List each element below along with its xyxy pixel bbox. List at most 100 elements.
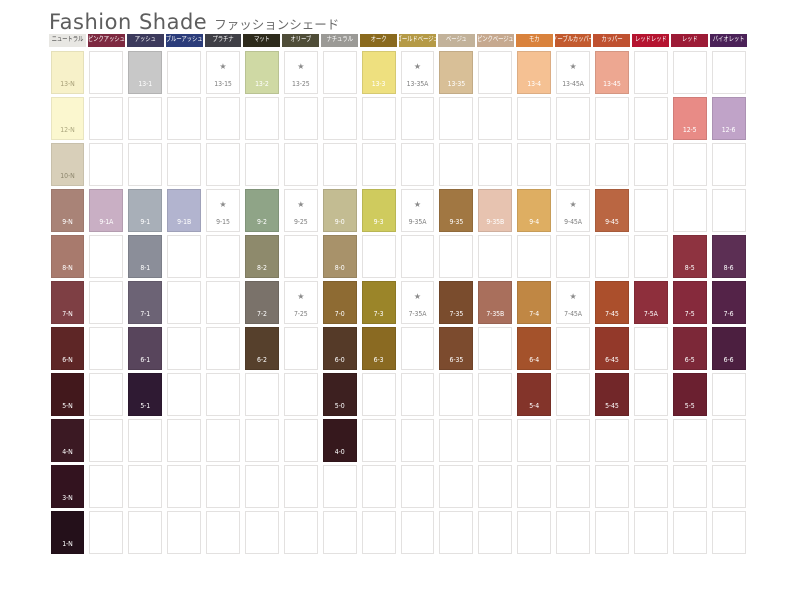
shade-swatch-6-35[interactable]: 6-35 (439, 326, 474, 370)
shade-swatch-13-4[interactable]: 13-4 (517, 50, 552, 94)
shade-swatch-9-0[interactable]: 9-0 (322, 188, 357, 232)
shade-swatch-7-0[interactable]: 7-0 (322, 280, 357, 324)
shade-swatch-7-5A[interactable]: 7-5A (633, 280, 668, 324)
shade-cell-empty (167, 234, 202, 278)
shade-cell-empty (439, 234, 474, 278)
shade-swatch-8-0[interactable]: 8-0 (322, 234, 357, 278)
shade-cell-empty (167, 50, 202, 94)
shade-swatch-4-N[interactable]: 4-N (50, 418, 85, 462)
shade-swatch-8-2[interactable]: 8-2 (244, 234, 279, 278)
shade-swatch-13-45A[interactable]: ★ 13-45A (556, 50, 590, 94)
shade-code-label: 9-1B (177, 218, 192, 227)
shade-swatch-9-15[interactable]: ★ 9-15 (206, 188, 240, 232)
shade-cell-empty (128, 142, 163, 186)
shade-swatch-7-45A[interactable]: ★ 7-45A (556, 280, 590, 324)
shade-swatch-5-45[interactable]: 5-45 (594, 372, 629, 416)
shade-swatch-7-25[interactable]: ★ 7-25 (283, 280, 318, 324)
shade-swatch-12-N[interactable]: 12-N (50, 96, 85, 140)
shade-swatch-6-2[interactable]: 6-2 (244, 326, 279, 370)
shade-swatch-6-1[interactable]: 6-1 (128, 326, 163, 370)
shade-swatch-7-45[interactable]: 7-45 (594, 280, 629, 324)
shade-code-label: 7-3 (373, 310, 384, 319)
shade-swatch-7-1[interactable]: 7-1 (128, 280, 163, 324)
shade-swatch-9-1B[interactable]: 9-1B (167, 188, 202, 232)
shade-swatch-8-5[interactable]: 8-5 (672, 234, 707, 278)
shade-swatch-13-3[interactable]: 13-3 (361, 50, 396, 94)
column-header-label: ニュートラル (51, 35, 84, 44)
shade-swatch-12-6[interactable]: 12-6 (711, 96, 746, 140)
shade-swatch-7-2[interactable]: 7-2 (244, 280, 279, 324)
shade-swatch-13-45[interactable]: 13-45 (594, 50, 629, 94)
shade-swatch-8-1[interactable]: 8-1 (128, 234, 163, 278)
shade-swatch-7-35A[interactable]: ★ 7-35A (400, 280, 435, 324)
shade-swatch-13-35A[interactable]: ★ 13-35A (400, 50, 435, 94)
column-header-15: レッドレッド (632, 34, 670, 47)
shade-swatch-7-3[interactable]: 7-3 (361, 280, 396, 324)
shade-cell-empty (206, 326, 240, 370)
shade-swatch-6-5[interactable]: 6-5 (672, 326, 707, 370)
shade-code-label: 6-6 (723, 356, 734, 365)
shade-swatch-9-45A[interactable]: ★ 9-45A (556, 188, 590, 232)
shade-swatch-9-3[interactable]: 9-3 (361, 188, 396, 232)
shade-swatch-8-6[interactable]: 8-6 (711, 234, 746, 278)
shade-code-label: 7-6 (723, 310, 734, 319)
shade-cell-empty (633, 234, 668, 278)
shade-swatch-3-N[interactable]: 3-N (50, 464, 85, 508)
shade-swatch-9-25[interactable]: ★ 9-25 (283, 188, 318, 232)
shade-cell-empty (633, 372, 668, 416)
column-header-label: モカ (528, 35, 540, 44)
shade-cell-empty (283, 96, 318, 140)
shade-swatch-6-4[interactable]: 6-4 (517, 326, 552, 370)
shade-swatch-13-N[interactable]: 13-N (50, 50, 85, 94)
shade-swatch-9-1[interactable]: 9-1 (128, 188, 163, 232)
shade-swatch-5-N[interactable]: 5-N (50, 372, 85, 416)
shade-swatch-6-45[interactable]: 6-45 (594, 326, 629, 370)
shade-swatch-9-35B[interactable]: 9-35B (478, 188, 513, 232)
shade-cell-empty (556, 372, 590, 416)
column-header-label: バイオレット (712, 35, 745, 44)
shade-swatch-7-4[interactable]: 7-4 (517, 280, 552, 324)
shade-cell-empty (594, 464, 629, 508)
shade-swatch-6-6[interactable]: 6-6 (711, 326, 746, 370)
shade-swatch-8-N[interactable]: 8-N (50, 234, 85, 278)
shade-swatch-10-N[interactable]: 10-N (50, 142, 85, 186)
shade-swatch-7-6[interactable]: 7-6 (711, 280, 746, 324)
shade-swatch-9-35A[interactable]: ★ 9-35A (400, 188, 435, 232)
shade-swatch-6-0[interactable]: 6-0 (322, 326, 357, 370)
shade-cell-empty (594, 418, 629, 462)
shade-swatch-7-N[interactable]: 7-N (50, 280, 85, 324)
shade-swatch-7-35[interactable]: 7-35 (439, 280, 474, 324)
shade-swatch-9-35[interactable]: 9-35 (439, 188, 474, 232)
shade-cell-empty (89, 326, 124, 370)
shade-swatch-9-45[interactable]: 9-45 (594, 188, 629, 232)
shade-swatch-7-35B[interactable]: 7-35B (478, 280, 513, 324)
shade-swatch-9-4[interactable]: 9-4 (517, 188, 552, 232)
shade-swatch-13-35[interactable]: 13-35 (439, 50, 474, 94)
shade-swatch-5-4[interactable]: 5-4 (517, 372, 552, 416)
shade-swatch-5-1[interactable]: 5-1 (128, 372, 163, 416)
shade-cell-empty (400, 234, 435, 278)
column-header-label: カッパー (601, 35, 623, 44)
shade-cell-empty (283, 372, 318, 416)
shade-swatch-5-5[interactable]: 5-5 (672, 372, 707, 416)
shade-swatch-12-5[interactable]: 12-5 (672, 96, 707, 140)
shade-swatch-13-15[interactable]: ★ 13-15 (206, 50, 240, 94)
shade-code-label: 6-35 (449, 356, 464, 365)
shade-swatch-7-5[interactable]: 7-5 (672, 280, 707, 324)
shade-swatch-13-25[interactable]: ★ 13-25 (283, 50, 318, 94)
shade-cell-empty (361, 418, 396, 462)
shade-swatch-5-0[interactable]: 5-0 (322, 372, 357, 416)
shade-cell-empty (594, 96, 629, 140)
shade-swatch-6-3[interactable]: 6-3 (361, 326, 396, 370)
shade-swatch-13-1[interactable]: 13-1 (128, 50, 163, 94)
shade-swatch-13-2[interactable]: 13-2 (244, 50, 279, 94)
shade-swatch-9-N[interactable]: 9-N (50, 188, 85, 232)
shade-swatch-1-N[interactable]: 1-N (50, 510, 85, 554)
star-icon: ★ (219, 199, 227, 209)
shade-swatch-9-1A[interactable]: 9-1A (89, 188, 124, 232)
shade-code-label: 7-25 (293, 310, 308, 319)
shade-code-label: 7-1 (140, 310, 151, 319)
shade-swatch-9-2[interactable]: 9-2 (244, 188, 279, 232)
shade-swatch-4-0[interactable]: 4-0 (322, 418, 357, 462)
shade-swatch-6-N[interactable]: 6-N (50, 326, 85, 370)
